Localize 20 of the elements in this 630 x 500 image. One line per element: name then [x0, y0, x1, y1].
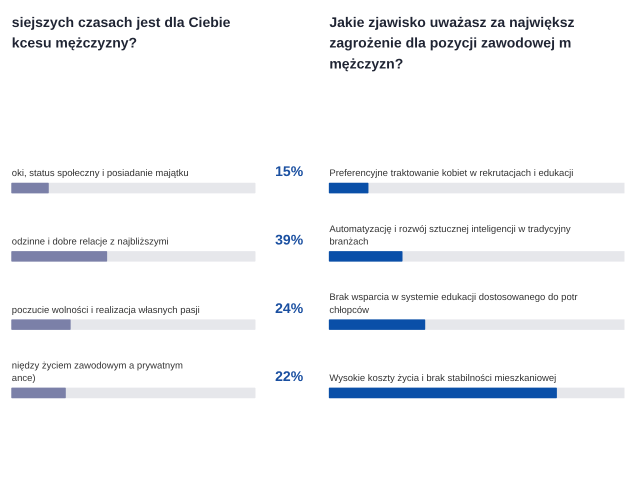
- y-tick-label: poczucie wolności i realizacja własnych pasji: [12, 304, 200, 316]
- bar: [328, 319, 426, 330]
- bar: [328, 182, 368, 194]
- bar: [11, 182, 49, 194]
- bar: [11, 319, 71, 330]
- chart-title: Jakie zjawisko uważasz za największ zagrożenie dla pozycji zawodowej m mężczyzn?: [329, 14, 574, 72]
- chart-title: siejszych czasach jest dla Ciebie kcesu mężczyzny?: [12, 14, 231, 51]
- y-tick-label: odzinne i dobre relacje z najbliższymi: [12, 236, 169, 248]
- data-label: 39%: [275, 231, 304, 248]
- y-tick-label: Brak wsparcia w systemie edukacji dostosowanego do potr chłopców: [329, 292, 578, 316]
- data-label: 22%: [275, 368, 304, 384]
- y-tick-label: Wysokie koszty życia i brak stabilności mieszkaniowej: [329, 373, 556, 384]
- y-tick-label: niędzy życiem zawodowym a prywatnym ance): [12, 360, 183, 384]
- data-label: 24%: [275, 300, 304, 316]
- y-tick-label: oki, status społeczny i posiadanie majątku: [12, 168, 189, 180]
- y-tick-label: Preferencyjne traktowanie kobiet w rekrutacjach i edukacji: [329, 168, 574, 180]
- y-tick-label: Automatyzację i rozwój sztucznej inteligencji w tradycyjny branżach: [329, 224, 571, 248]
- bar: [11, 388, 66, 398]
- data-label: 15%: [275, 163, 304, 180]
- bar: [328, 251, 403, 262]
